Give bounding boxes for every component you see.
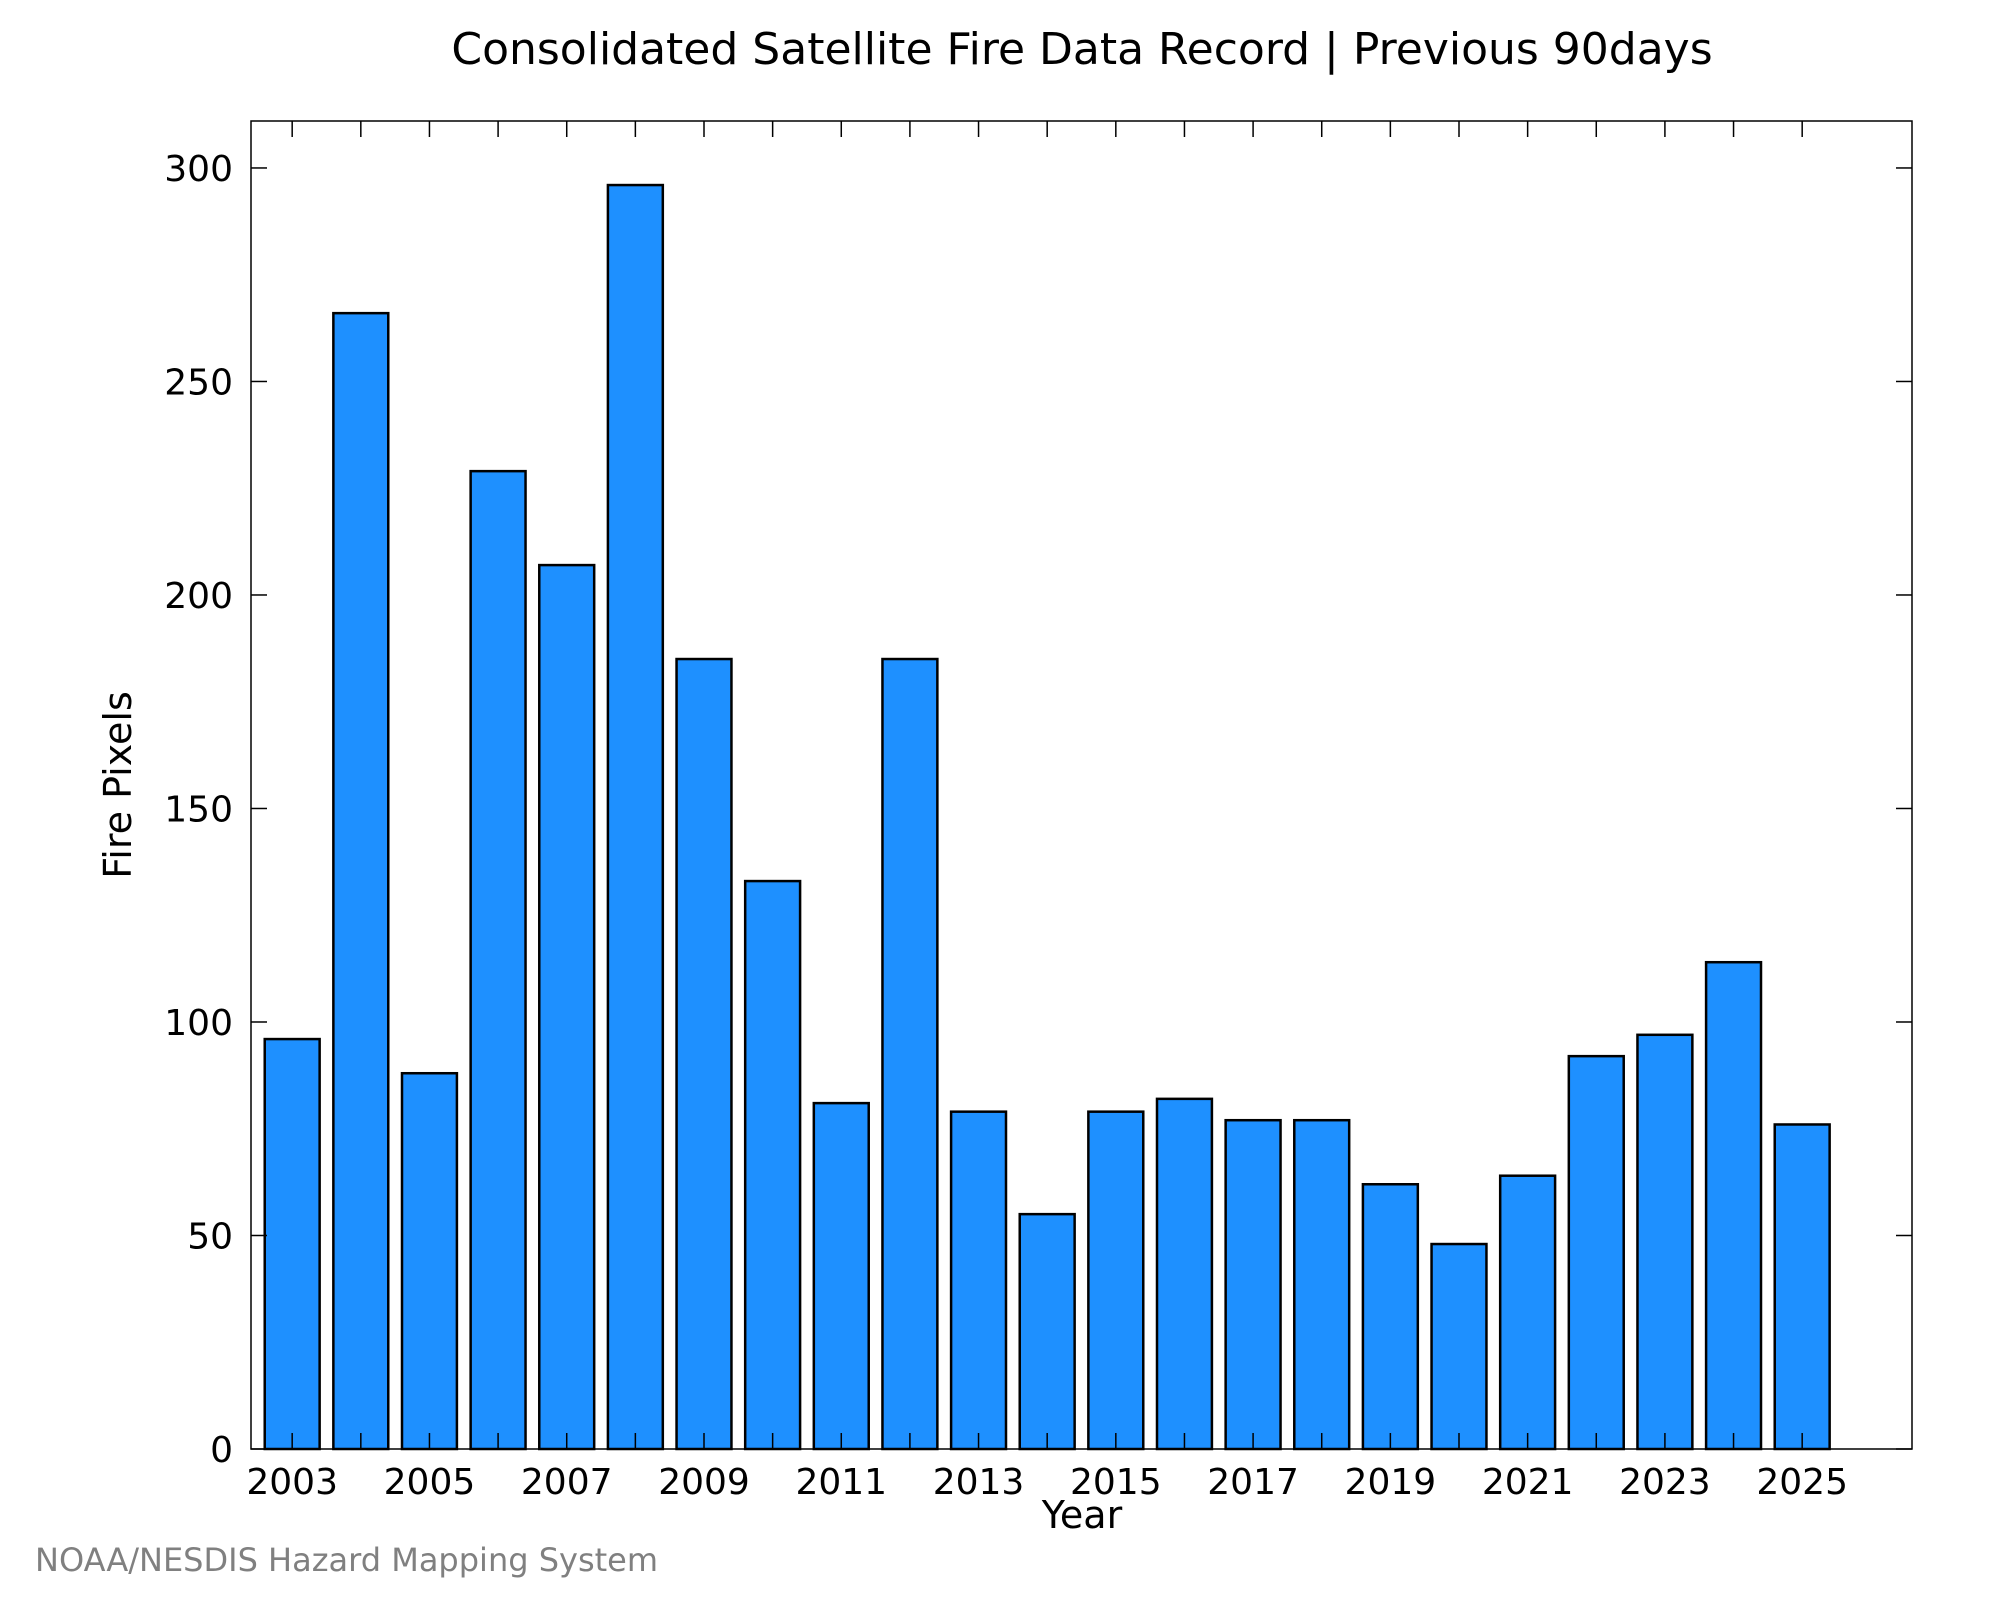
bar-2014 [1018,1212,1076,1451]
x-tick-label-2011: 2011 [795,1462,887,1503]
x-tick-label-2023: 2023 [1619,1462,1711,1503]
bar-2015 [1087,1110,1145,1451]
y-tick-label-100: 100 [164,1003,233,1044]
x-tick-label-2015: 2015 [1070,1462,1162,1503]
bar-2017 [1224,1118,1282,1451]
bars-layer [263,183,1831,1451]
x-tick-label-2009: 2009 [658,1462,750,1503]
x-tick-label-2013: 2013 [933,1462,1025,1503]
bar-2007 [538,563,596,1451]
bar-2022 [1567,1054,1625,1451]
bar-2012 [881,657,939,1451]
x-tick-label-2007: 2007 [521,1462,613,1503]
source-credit: NOAA/NESDIS Hazard Mapping System [35,1541,658,1579]
y-tick-label-300: 300 [164,149,233,190]
plot-frame [250,120,1913,1450]
y-tick-label-200: 200 [164,576,233,617]
bar-2020 [1430,1242,1488,1451]
bar-2013 [949,1110,1008,1451]
bar-2024 [1704,960,1763,1451]
x-tick-label-2003: 2003 [246,1462,338,1503]
bar-2003 [263,1037,321,1451]
bar-2004 [332,311,390,1451]
bar-2016 [1155,1097,1214,1451]
bar-2009 [675,657,733,1451]
bar-2025 [1773,1123,1831,1451]
bar-2021 [1498,1174,1557,1451]
bar-2005 [400,1071,459,1451]
y-axis-label: Fire Pixels [96,691,140,879]
bar-2010 [743,879,802,1451]
x-tick-label-2021: 2021 [1482,1462,1574,1503]
chart-title: Consolidated Satellite Fire Data Record … [451,24,1712,75]
ticks-layer: 0 50 100 150 200 250 300 2003 2005 2007 2009 2011 20… [164,121,1912,1503]
bar-2006 [469,469,527,1451]
x-tick-label-2017: 2017 [1207,1462,1299,1503]
y-tick-label-0: 0 [210,1430,233,1471]
x-tick-label-2005: 2005 [384,1462,476,1503]
x-axis-label: Year [1041,1493,1123,1537]
x-tick-label-2025: 2025 [1756,1462,1848,1503]
y-tick-label-50: 50 [187,1216,233,1257]
bar-2023 [1636,1033,1694,1451]
bar-2008 [606,183,665,1451]
bar-2018 [1293,1118,1351,1451]
bar-2011 [812,1101,870,1451]
y-tick-label-150: 150 [164,789,233,830]
bar-2019 [1361,1183,1420,1451]
y-tick-label-250: 250 [164,362,233,403]
x-tick-label-2019: 2019 [1345,1462,1437,1503]
